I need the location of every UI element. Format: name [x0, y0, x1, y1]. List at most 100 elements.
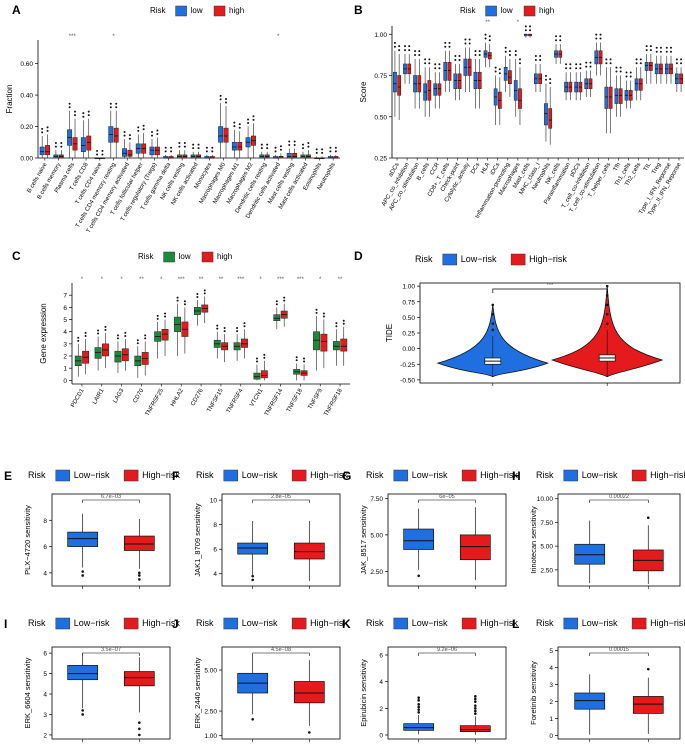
- y-tick-label: 2.50: [540, 567, 553, 574]
- outlier: [54, 142, 57, 145]
- outlier: [529, 29, 532, 32]
- outlier: [491, 303, 495, 307]
- y-tick-label: 2: [43, 732, 47, 739]
- pvalue-bracket: [589, 499, 649, 503]
- outlier: [491, 328, 495, 332]
- significance-label: ***: [546, 283, 554, 289]
- outlier: [233, 125, 236, 128]
- outlier: [342, 319, 345, 322]
- outlier: [403, 49, 406, 52]
- outlier: [559, 35, 562, 38]
- outlier: [156, 133, 159, 136]
- significance-label: *: [81, 277, 84, 283]
- outlier: [539, 58, 542, 61]
- y-tick-label: 0.40: [20, 93, 33, 100]
- panel-I: I Risk Low−risk High−risk 2 3 4 5 6 ERK_6604 sens…: [4, 617, 180, 742]
- outlier: [414, 50, 417, 53]
- pvalue-bracket: [82, 499, 140, 503]
- outlier: [474, 50, 477, 53]
- outlier: [84, 331, 87, 334]
- legend-label: High−risk: [529, 254, 567, 264]
- outlier: [498, 68, 501, 71]
- y-tick-label: 0.25: [402, 331, 415, 338]
- legend-swatch: [393, 617, 409, 630]
- y-tick-label: 0.00: [20, 156, 33, 163]
- panel-F: F Risk Low−risk High−risk 4 6 8 10 JAK1_8709 sen…: [172, 469, 348, 589]
- plot-frame: [221, 493, 341, 587]
- x-tick-label: LAIR1: [92, 387, 106, 405]
- outlier: [609, 58, 612, 61]
- outlier: [575, 63, 578, 66]
- significance-label: *: [319, 277, 322, 283]
- outlier: [274, 146, 277, 149]
- outlier: [579, 63, 582, 66]
- y-tick-label: 6: [43, 544, 47, 551]
- outlier: [444, 45, 447, 48]
- outlier: [260, 147, 263, 150]
- box: [453, 73, 458, 89]
- outlier: [569, 67, 572, 70]
- outlier: [329, 146, 332, 149]
- legend-swatch: [163, 251, 175, 263]
- outlier: [458, 55, 461, 58]
- y-axis-label: Foretinib sensitivity: [529, 661, 538, 725]
- outlier: [116, 337, 119, 340]
- outlier: [595, 37, 598, 40]
- box: [122, 148, 127, 157]
- outlier: [498, 72, 501, 75]
- outlier: [138, 733, 141, 737]
- legend-swatch: [201, 251, 214, 263]
- y-tick-label: 1: [63, 366, 67, 373]
- y-tick-label: 4: [549, 665, 553, 672]
- outlier: [301, 143, 304, 146]
- significance-label: ***: [297, 277, 305, 283]
- outlier: [203, 292, 206, 295]
- pvalue-bracket: [252, 652, 310, 656]
- outlier: [307, 145, 310, 148]
- legend-swatch: [55, 469, 71, 482]
- outlier: [211, 146, 214, 149]
- panel-label: G: [342, 469, 351, 483]
- panel-label: F: [172, 469, 179, 483]
- outlier: [315, 308, 318, 311]
- outlier: [514, 50, 517, 53]
- y-tick-label: 10.00: [537, 496, 554, 503]
- outlier: [518, 62, 521, 65]
- y-tick-label: 2: [379, 706, 383, 713]
- box: [113, 127, 119, 143]
- outlier: [288, 140, 291, 143]
- box: [237, 542, 269, 555]
- outlier: [205, 150, 208, 153]
- legend-swatch: [523, 5, 536, 17]
- outlier: [417, 696, 420, 699]
- box: [237, 142, 243, 151]
- outlier: [82, 112, 85, 115]
- y-tick-label: 0.00: [402, 346, 415, 353]
- outlier: [491, 322, 495, 325]
- box: [397, 75, 402, 96]
- outlier: [434, 67, 437, 70]
- y-tick-label: 7.50: [370, 496, 383, 503]
- x-tick-label: TNFRSF18: [323, 387, 344, 417]
- outlier: [454, 55, 457, 58]
- outlier: [655, 46, 658, 49]
- outlier: [183, 145, 186, 148]
- outlier: [263, 353, 266, 356]
- outlier: [680, 58, 683, 61]
- legend-title: Risk: [415, 254, 433, 264]
- outlier: [142, 128, 145, 131]
- outlier: [116, 334, 119, 337]
- legend-title: Risk: [28, 618, 46, 628]
- outlier: [655, 50, 658, 53]
- legend-label: high: [539, 6, 554, 15]
- outlier: [68, 106, 71, 109]
- pvalue-label: 2.8e−05: [271, 494, 291, 500]
- outlier: [251, 717, 254, 721]
- x-tick-label: TNFRSF14: [264, 387, 285, 417]
- legend-swatch: [223, 469, 239, 482]
- legend-label: High−risk: [142, 470, 180, 480]
- plot-frame: [51, 646, 171, 740]
- x-tick-label: HLA: [480, 162, 491, 175]
- y-tick-label: 0.50: [374, 114, 387, 121]
- outlier: [670, 50, 673, 53]
